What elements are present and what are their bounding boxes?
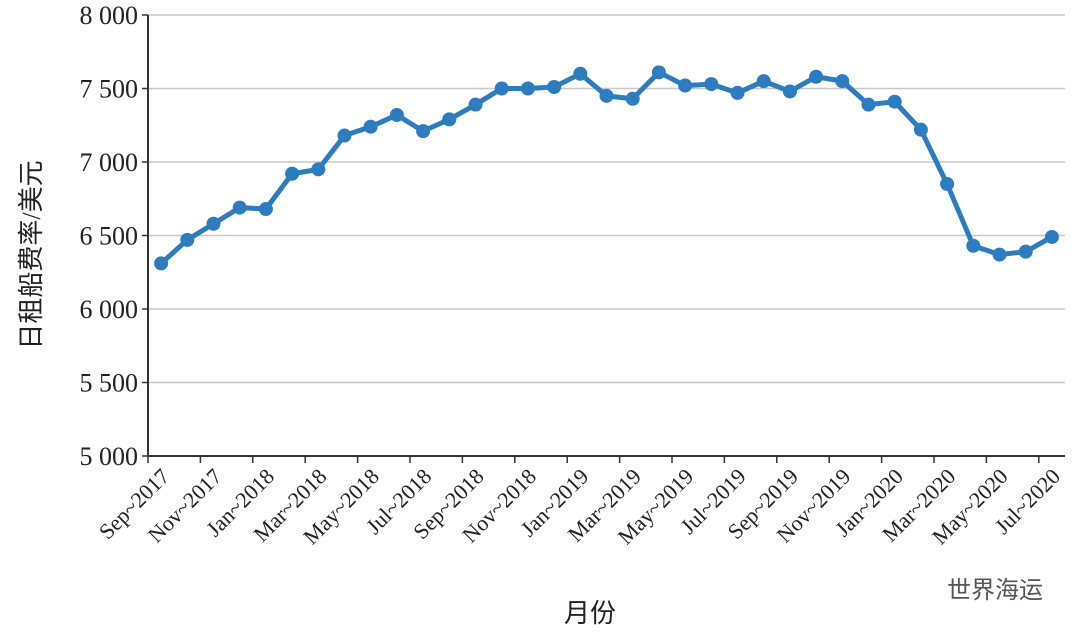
marker <box>835 74 850 89</box>
marker <box>730 85 745 100</box>
marker <box>704 77 719 92</box>
marker <box>258 202 273 217</box>
x-axis-label: 月份 <box>564 599 616 628</box>
marker <box>809 69 824 84</box>
marker <box>992 247 1007 262</box>
marker <box>311 162 326 177</box>
marker <box>520 81 535 96</box>
marker <box>180 232 195 247</box>
marker <box>1044 229 1059 244</box>
marker <box>494 81 509 96</box>
marker <box>756 74 771 89</box>
marker <box>782 84 797 99</box>
y-tick-label: 7 500 <box>80 75 139 104</box>
marker <box>966 238 981 253</box>
marker <box>547 80 562 95</box>
marker <box>940 177 955 192</box>
marker <box>1018 244 1033 259</box>
y-tick-label: 8 000 <box>80 1 139 30</box>
marker <box>416 124 431 139</box>
marker <box>625 91 640 106</box>
marker <box>468 97 483 112</box>
marker <box>442 112 457 127</box>
y-tick-label: 6 500 <box>80 222 139 251</box>
y-axis-label: 日租船费率/美元 <box>17 160 46 349</box>
marker <box>599 88 614 103</box>
marker <box>389 107 404 122</box>
marker <box>913 122 928 137</box>
marker <box>573 66 588 81</box>
marker <box>285 166 300 181</box>
y-tick-label: 7 000 <box>80 148 139 177</box>
marker <box>232 200 247 215</box>
watermark: 世界海运 <box>947 577 1043 604</box>
marker <box>206 216 221 231</box>
marker <box>861 97 876 112</box>
marker <box>887 94 902 109</box>
marker <box>154 256 169 271</box>
y-tick-label: 6 000 <box>80 295 139 324</box>
y-tick-label: 5 000 <box>80 442 139 471</box>
marker <box>363 119 378 134</box>
y-tick-label: 5 500 <box>80 369 139 398</box>
marker <box>337 128 352 143</box>
marker <box>678 78 693 93</box>
marker <box>651 65 666 80</box>
